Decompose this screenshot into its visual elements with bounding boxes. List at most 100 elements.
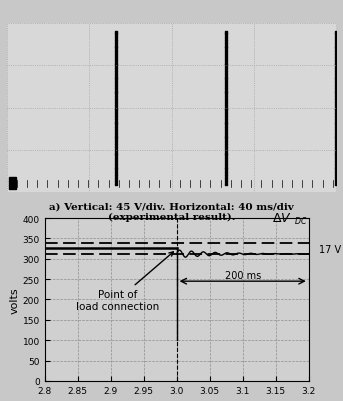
Point (333, 150, 339, 156)
Y-axis label: volts: volts (10, 286, 20, 313)
Point (113, 49, 118, 55)
Point (333, 35, 339, 41)
Point (223, 153, 228, 159)
Point (113, 43, 118, 50)
Point (113, 105, 118, 111)
Point (333, 66, 339, 72)
Point (333, 77, 339, 83)
Point (223, 172, 228, 179)
Point (113, 29, 118, 36)
Point (333, 136, 339, 142)
Point (113, 116, 118, 123)
Point (333, 85, 339, 92)
Point (333, 52, 339, 58)
Point (113, 175, 118, 182)
Point (223, 32, 228, 38)
Point (333, 74, 339, 81)
Point (333, 170, 339, 176)
Point (223, 147, 228, 154)
Point (113, 139, 118, 145)
Point (223, 55, 228, 61)
Point (223, 158, 228, 165)
Point (333, 69, 339, 75)
Point (223, 167, 228, 173)
Text: $_{DC}$: $_{DC}$ (294, 215, 308, 227)
Point (333, 38, 339, 44)
Point (333, 116, 339, 123)
Point (223, 170, 228, 176)
Point (333, 97, 339, 103)
Point (223, 88, 228, 95)
Point (113, 77, 118, 83)
Point (333, 111, 339, 117)
Text: a) Vertical: 45 V/div. Horizontal: 40 ms/div
(experimental result).: a) Vertical: 45 V/div. Horizontal: 40 ms… (49, 202, 294, 221)
Point (113, 91, 118, 97)
Point (113, 66, 118, 72)
Point (223, 91, 228, 97)
Point (223, 43, 228, 50)
Point (223, 178, 228, 184)
Point (333, 144, 339, 151)
Point (223, 71, 228, 78)
Point (333, 161, 339, 168)
Point (113, 60, 118, 67)
Point (333, 113, 339, 120)
Point (113, 150, 118, 156)
Point (113, 41, 118, 47)
Point (223, 69, 228, 75)
Point (113, 99, 118, 106)
Point (223, 63, 228, 69)
Point (223, 139, 228, 145)
Point (333, 32, 339, 38)
Point (113, 111, 118, 117)
Point (333, 91, 339, 97)
Point (223, 125, 228, 131)
Point (223, 94, 228, 100)
Point (333, 125, 339, 131)
Point (333, 71, 339, 78)
Point (333, 128, 339, 134)
Point (223, 142, 228, 148)
Point (223, 116, 228, 123)
Point (113, 125, 118, 131)
Point (113, 46, 118, 53)
Point (333, 181, 339, 187)
Point (113, 32, 118, 38)
Point (333, 46, 339, 53)
Point (223, 57, 228, 64)
Point (333, 94, 339, 100)
Point (333, 133, 339, 140)
Point (333, 80, 339, 86)
Point (223, 80, 228, 86)
Point (113, 130, 118, 137)
Point (113, 113, 118, 120)
Point (333, 139, 339, 145)
Point (223, 164, 228, 170)
Point (223, 108, 228, 114)
Point (113, 35, 118, 41)
Point (333, 102, 339, 109)
Point (113, 147, 118, 154)
Point (113, 94, 118, 100)
Point (223, 150, 228, 156)
Point (333, 142, 339, 148)
Point (333, 60, 339, 67)
Point (333, 167, 339, 173)
Point (333, 172, 339, 179)
Point (223, 111, 228, 117)
Point (223, 175, 228, 182)
Point (223, 133, 228, 140)
Point (333, 164, 339, 170)
Point (223, 99, 228, 106)
Point (113, 74, 118, 81)
Point (333, 57, 339, 64)
Point (113, 136, 118, 142)
Point (223, 77, 228, 83)
Point (113, 161, 118, 168)
Point (223, 102, 228, 109)
Point (223, 130, 228, 137)
Point (333, 49, 339, 55)
Point (223, 97, 228, 103)
Text: 200 ms: 200 ms (225, 270, 261, 280)
Point (333, 88, 339, 95)
